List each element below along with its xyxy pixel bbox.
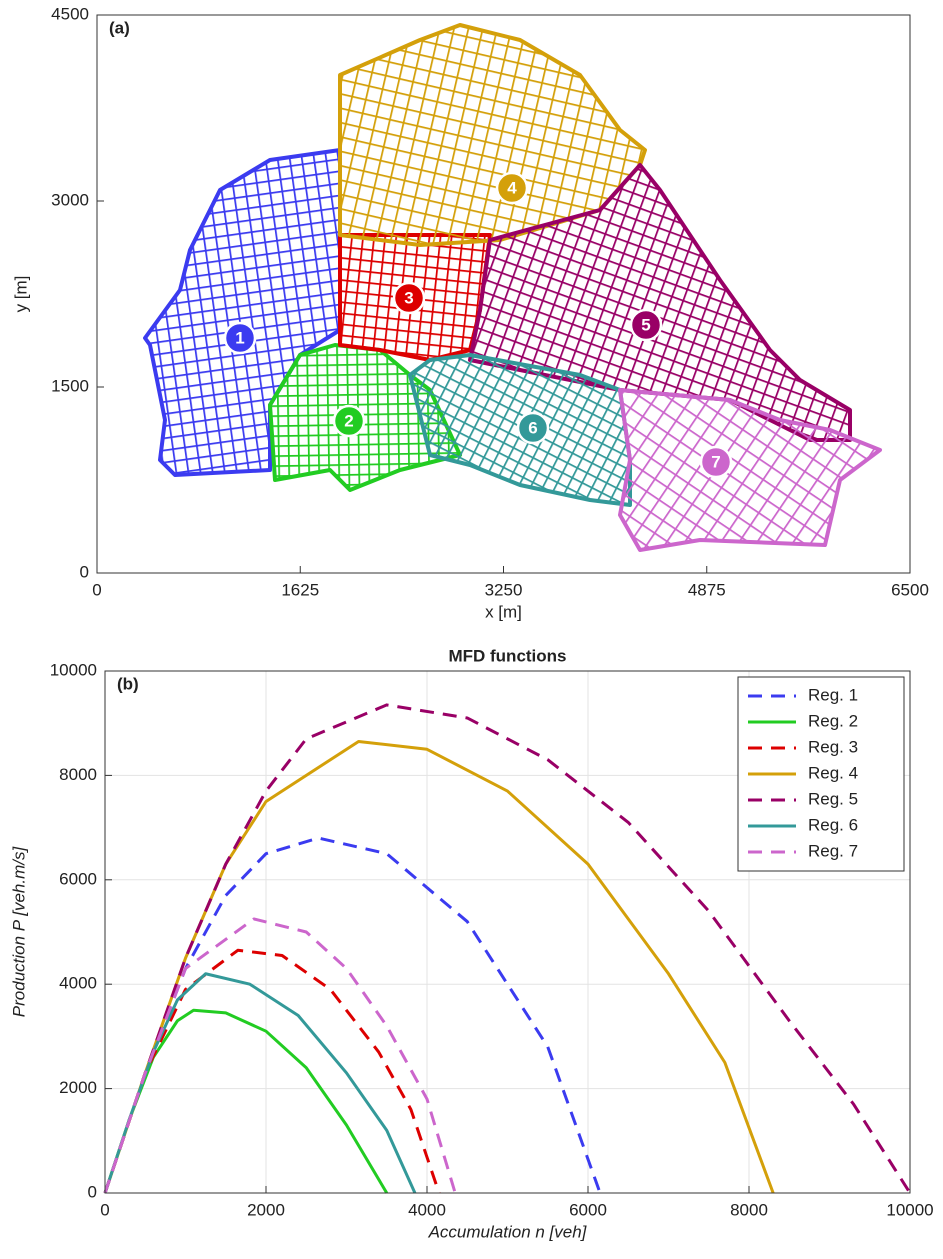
plot-frame	[104, 670, 911, 1194]
region-boundary	[618, 388, 882, 552]
region-label: 4	[507, 178, 517, 197]
series-line	[103, 948, 441, 1194]
x-tick-label: 6000	[569, 1200, 607, 1219]
legend-label: Reg. 7	[808, 841, 858, 860]
y-tick-label: 10000	[50, 660, 97, 679]
panel-label: (a)	[109, 18, 130, 37]
y-tick-label: 6000	[59, 869, 97, 888]
y-tick-label: 8000	[59, 765, 97, 784]
x-tick-label: 2000	[247, 1200, 285, 1219]
plot-frame	[96, 14, 911, 574]
series-line	[103, 739, 775, 1194]
region-label: 6	[528, 418, 537, 437]
region-boundary	[338, 23, 647, 247]
series-line	[103, 917, 457, 1194]
y-tick-label: 0	[88, 1182, 97, 1201]
y-tick-label: 0	[80, 562, 89, 581]
region-marker	[699, 445, 733, 479]
region-label: 1	[235, 328, 244, 347]
y-axis-label: y [m]	[11, 276, 30, 313]
chart-title: MFD functions	[448, 646, 566, 665]
region-marker	[495, 171, 529, 205]
region-label: 2	[344, 411, 353, 430]
region-marker	[332, 404, 366, 438]
legend-label: Reg. 5	[808, 789, 858, 808]
series-line	[103, 972, 417, 1194]
x-tick-label: 4000	[408, 1200, 446, 1219]
x-tick-label: 0	[92, 580, 101, 599]
y-tick-label: 4000	[59, 974, 97, 993]
x-tick-label: 1625	[281, 580, 319, 599]
region-marker	[223, 321, 257, 355]
x-tick-label: 4875	[688, 580, 726, 599]
x-tick-label: 10000	[886, 1200, 933, 1219]
legend-label: Reg. 6	[808, 815, 858, 834]
x-tick-label: 8000	[730, 1200, 768, 1219]
legend-label: Reg. 4	[808, 763, 858, 782]
region-marker	[516, 411, 550, 445]
series-line	[103, 703, 912, 1194]
y-tick-label: 1500	[51, 376, 89, 395]
region-label: 5	[641, 315, 650, 334]
x-tick-label: 3250	[485, 580, 523, 599]
legend-label: Reg. 3	[808, 737, 858, 756]
y-tick-label: 3000	[51, 190, 89, 209]
x-tick-label: 6500	[891, 580, 929, 599]
region-marker	[392, 281, 426, 315]
x-tick-label: 0	[100, 1200, 109, 1219]
region-marker	[629, 308, 663, 342]
region-label: 3	[404, 288, 413, 307]
x-axis-label: x [m]	[485, 602, 522, 621]
y-tick-label: 2000	[59, 1078, 97, 1097]
panel-label: (b)	[117, 674, 139, 693]
legend-label: Reg. 1	[808, 685, 858, 704]
legend-label: Reg. 2	[808, 711, 858, 730]
y-tick-label: 4500	[51, 4, 89, 23]
region-label: 7	[711, 452, 720, 471]
x-axis-label: Accumulation n [veh]	[428, 1222, 588, 1241]
y-axis-label: Production P [veh.m/s]	[9, 846, 28, 1018]
